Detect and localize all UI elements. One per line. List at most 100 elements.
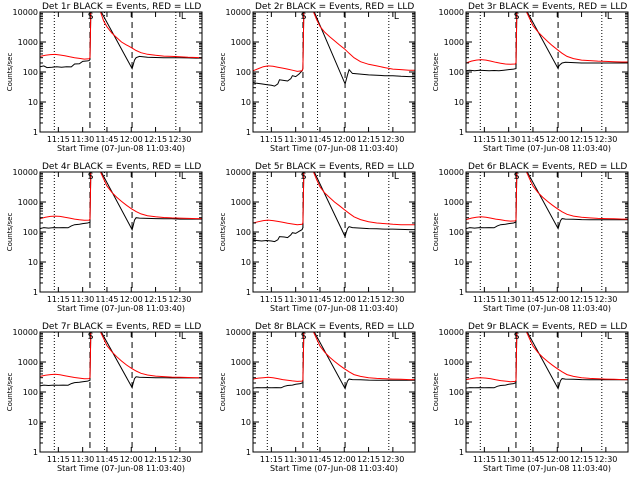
plot-title: Det 6r BLACK = Events, RED = LLD: [468, 162, 627, 172]
x-tick-label: 12:00: [546, 135, 569, 144]
marker-s: S: [88, 172, 94, 182]
x-tick-label: 11:30: [284, 135, 307, 144]
y-tick-label: 100: [449, 228, 464, 237]
marker-l: L: [607, 12, 612, 22]
plot-frame: [39, 171, 203, 293]
x-tick-label: 11:15: [47, 455, 70, 464]
x-axis-label: Start Time (07-Jun-08 11:03:40): [270, 144, 398, 153]
plot-frame: [252, 171, 416, 293]
y-tick-label: 1: [459, 448, 464, 457]
x-tick-label: 12:15: [144, 455, 167, 464]
marker-s: S: [301, 12, 307, 22]
marker-s: S: [514, 332, 520, 342]
y-tick-label: 100: [449, 68, 464, 77]
series-lld: [466, 12, 628, 65]
plot-title: Det 5r BLACK = Events, RED = LLD: [255, 162, 414, 172]
series-events: [253, 12, 415, 87]
x-axis-label: Start Time (07-Jun-08 11:03:40): [270, 464, 398, 473]
y-tick-label: 10000: [226, 328, 251, 337]
y-tick-label: 1: [459, 288, 464, 297]
x-tick-label: 11:15: [47, 295, 70, 304]
series-events: [253, 332, 415, 390]
x-tick-label: 12:00: [120, 135, 143, 144]
marker-s: S: [514, 12, 520, 22]
y-tick-label: 10000: [439, 8, 464, 17]
marker-s: S: [88, 12, 94, 22]
y-tick-label: 1000: [18, 358, 38, 367]
x-axis-label: Start Time (07-Jun-08 11:03:40): [483, 464, 611, 473]
x-tick-label: 12:30: [594, 135, 617, 144]
x-tick-label: 12:30: [381, 135, 404, 144]
y-tick-label: 10: [241, 98, 251, 107]
x-tick-label: 11:45: [95, 455, 118, 464]
x-tick-label: 12:30: [381, 455, 404, 464]
y-tick-label: 10000: [226, 168, 251, 177]
marker-s: S: [301, 172, 307, 182]
marker-l: L: [394, 172, 399, 182]
x-tick-label: 11:15: [260, 455, 283, 464]
y-tick-label: 1: [33, 288, 38, 297]
series-events: [40, 12, 202, 70]
plot-title: Det 9r BLACK = Events, RED = LLD: [468, 322, 627, 332]
x-tick-label: 11:15: [47, 135, 70, 144]
y-tick-label: 10000: [439, 328, 464, 337]
y-axis-label: Counts/sec: [6, 373, 14, 412]
y-tick-label: 100: [23, 68, 38, 77]
y-tick-label: 10: [454, 98, 464, 107]
y-tick-label: 100: [236, 388, 251, 397]
y-tick-label: 100: [236, 68, 251, 77]
plot-frame: [39, 11, 203, 133]
y-tick-label: 1: [246, 288, 251, 297]
plot-frame: [465, 171, 629, 293]
x-tick-label: 12:00: [120, 455, 143, 464]
x-tick-label: 11:45: [521, 295, 544, 304]
marker-s: S: [88, 332, 94, 342]
x-tick-label: 12:00: [333, 135, 356, 144]
y-tick-label: 100: [236, 228, 251, 237]
x-tick-label: 12:15: [144, 135, 167, 144]
y-tick-label: 10000: [439, 168, 464, 177]
x-tick-label: 11:30: [497, 135, 520, 144]
x-tick-label: 11:15: [473, 135, 496, 144]
series-events: [253, 172, 415, 243]
y-tick-label: 1: [246, 128, 251, 137]
series-events: [466, 332, 628, 390]
x-tick-label: 11:45: [95, 295, 118, 304]
plot-title: Det 1r BLACK = Events, RED = LLD: [42, 2, 201, 12]
marker-l: L: [607, 332, 612, 342]
plot-title: Det 2r BLACK = Events, RED = LLD: [255, 2, 414, 12]
plot-frame: [252, 331, 416, 453]
y-tick-label: 100: [23, 228, 38, 237]
x-tick-label: 11:45: [95, 135, 118, 144]
x-axis-label: Start Time (07-Jun-08 11:03:40): [57, 144, 185, 153]
y-tick-label: 1: [459, 128, 464, 137]
y-tick-label: 1: [33, 448, 38, 457]
y-tick-label: 10: [454, 258, 464, 267]
x-tick-label: 12:30: [168, 455, 191, 464]
x-axis-label: Start Time (07-Jun-08 11:03:40): [57, 304, 185, 313]
y-tick-label: 1: [33, 128, 38, 137]
y-tick-label: 1000: [444, 198, 464, 207]
marker-l: L: [181, 172, 186, 182]
x-tick-label: 11:15: [260, 135, 283, 144]
x-axis-label: Start Time (07-Jun-08 11:03:40): [57, 464, 185, 473]
x-tick-label: 12:30: [594, 295, 617, 304]
x-tick-label: 12:00: [333, 455, 356, 464]
plot-frame: [465, 11, 629, 133]
x-tick-label: 11:45: [308, 135, 331, 144]
series-lld: [40, 172, 202, 221]
y-tick-label: 1000: [231, 358, 251, 367]
y-tick-label: 10: [28, 418, 38, 427]
x-tick-label: 12:30: [168, 135, 191, 144]
y-tick-label: 10000: [226, 8, 251, 17]
y-axis-label: Counts/sec: [219, 373, 227, 412]
y-tick-label: 100: [449, 388, 464, 397]
y-tick-label: 1: [246, 448, 251, 457]
plot-frame: [39, 331, 203, 453]
series-events: [40, 172, 202, 231]
